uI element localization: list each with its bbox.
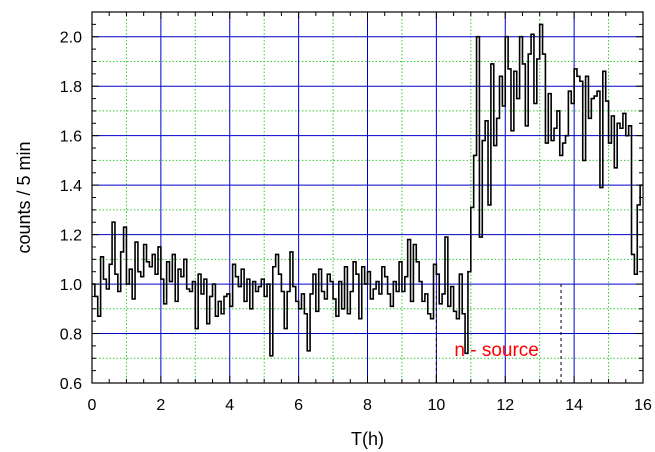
y-tick-label: 1.0 (60, 277, 82, 294)
x-tick-label: 2 (156, 397, 165, 414)
y-tick-label: 0.8 (60, 327, 82, 344)
x-tick-label: 14 (565, 397, 583, 414)
x-tick-label: 8 (363, 397, 372, 414)
x-tick-label: 16 (634, 397, 652, 414)
y-tick-label: 0.6 (60, 376, 82, 393)
x-tick-label: 4 (225, 397, 234, 414)
axis-ticks (91, 11, 644, 384)
major-grid (92, 12, 643, 383)
x-tick-label: 6 (294, 397, 303, 414)
x-tick-label: 12 (496, 397, 514, 414)
y-tick-label: 1.8 (60, 79, 82, 96)
x-tick-label: 10 (427, 397, 445, 414)
source-markers (435, 284, 562, 383)
y-tick-label: 1.2 (60, 228, 82, 245)
data-series-histogram (92, 23, 644, 357)
n-source-annotation: n - source (454, 340, 538, 361)
y-tick-label: 1.6 (60, 129, 82, 146)
y-tick-labels: 0.6 0.8 1.0 1.2 1.4 1.6 1.8 2.0 (60, 30, 82, 393)
x-tick-labels: 0 2 4 6 8 10 12 14 16 (88, 397, 652, 414)
x-tick-label: 0 (88, 397, 97, 414)
y-tick-label: 2.0 (60, 30, 82, 47)
y-tick-label: 1.4 (60, 178, 82, 195)
y-axis-label: counts / 5 min (14, 141, 34, 253)
x-axis-label: T(h) (351, 429, 384, 449)
